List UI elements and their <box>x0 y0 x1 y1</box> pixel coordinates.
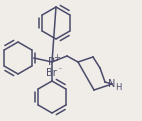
Text: N: N <box>108 79 116 89</box>
Text: P: P <box>48 57 54 67</box>
Text: +: + <box>54 53 60 61</box>
Text: ⁻: ⁻ <box>58 65 62 75</box>
Text: Br: Br <box>46 68 56 78</box>
Text: H: H <box>115 83 121 92</box>
